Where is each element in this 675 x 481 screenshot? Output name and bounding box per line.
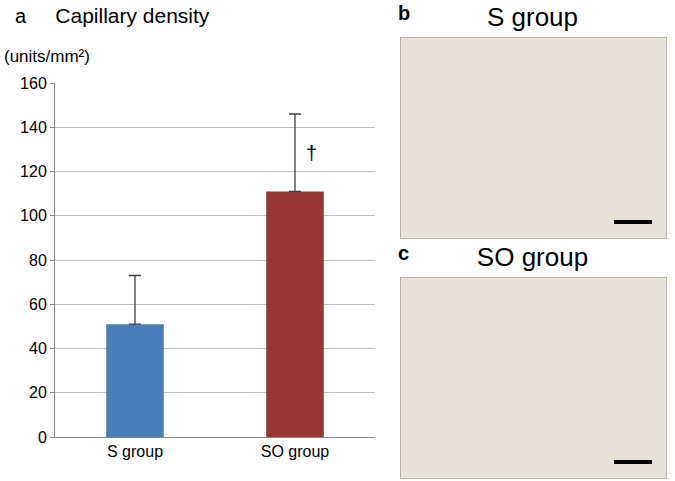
svg-text:Capillary density: Capillary density [55, 4, 210, 27]
html-text:SO group: SO group [476, 242, 589, 272]
svg-text:(units/mm²): (units/mm²) [4, 47, 90, 66]
html-text:b: b [398, 2, 411, 24]
svg-text:80: 80 [29, 252, 47, 269]
html-text:c: c [398, 242, 410, 264]
html-text:S group: S group [487, 2, 578, 32]
svg-text:a: a [15, 5, 27, 27]
svg-text:SO group: SO group [261, 443, 330, 460]
svg-text:0: 0 [38, 429, 47, 446]
svg-text:140: 140 [20, 119, 47, 136]
svg-text:60: 60 [29, 296, 47, 313]
svg-text:40: 40 [29, 340, 47, 357]
svg-text:S group: S group [107, 443, 163, 460]
svg-text:120: 120 [20, 163, 47, 180]
svg-text:100: 100 [20, 207, 47, 224]
svg-text:20: 20 [29, 384, 47, 401]
svg-text:†: † [306, 142, 317, 164]
svg-text:160: 160 [20, 75, 47, 92]
